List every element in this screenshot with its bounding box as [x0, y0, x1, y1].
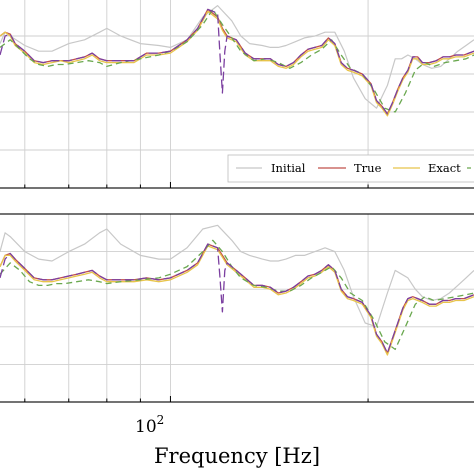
series-line-top-2 — [0, 10, 474, 117]
legend: Initial True Exact — [227, 154, 474, 183]
x-tick-exponent: 2 — [157, 413, 165, 427]
series-line-bottom-0 — [0, 224, 474, 328]
series-line-bottom-4 — [0, 243, 474, 354]
legend-label-exact: Exact — [428, 161, 461, 175]
series-line-bottom-1 — [0, 243, 474, 354]
series-line-bottom-2 — [0, 245, 474, 356]
x-tick-label-100: 102 — [135, 413, 164, 437]
series-line-top-0 — [0, 5, 474, 109]
legend-label-initial: Initial — [271, 161, 306, 175]
bottom-panel — [0, 213, 474, 403]
plot-frame-bottom — [0, 213, 474, 403]
series-line-bottom-3 — [0, 239, 474, 351]
series-line-top-4 — [0, 8, 474, 115]
series-line-top-3 — [0, 8, 474, 113]
top-panel — [0, 0, 474, 189]
plot-frame-top — [0, 187, 474, 189]
x-axis-label: Frequency [Hz] — [154, 444, 320, 468]
x-tick-base: 10 — [135, 417, 157, 437]
legend-box — [227, 154, 474, 183]
legend-label-true: True — [354, 161, 382, 175]
